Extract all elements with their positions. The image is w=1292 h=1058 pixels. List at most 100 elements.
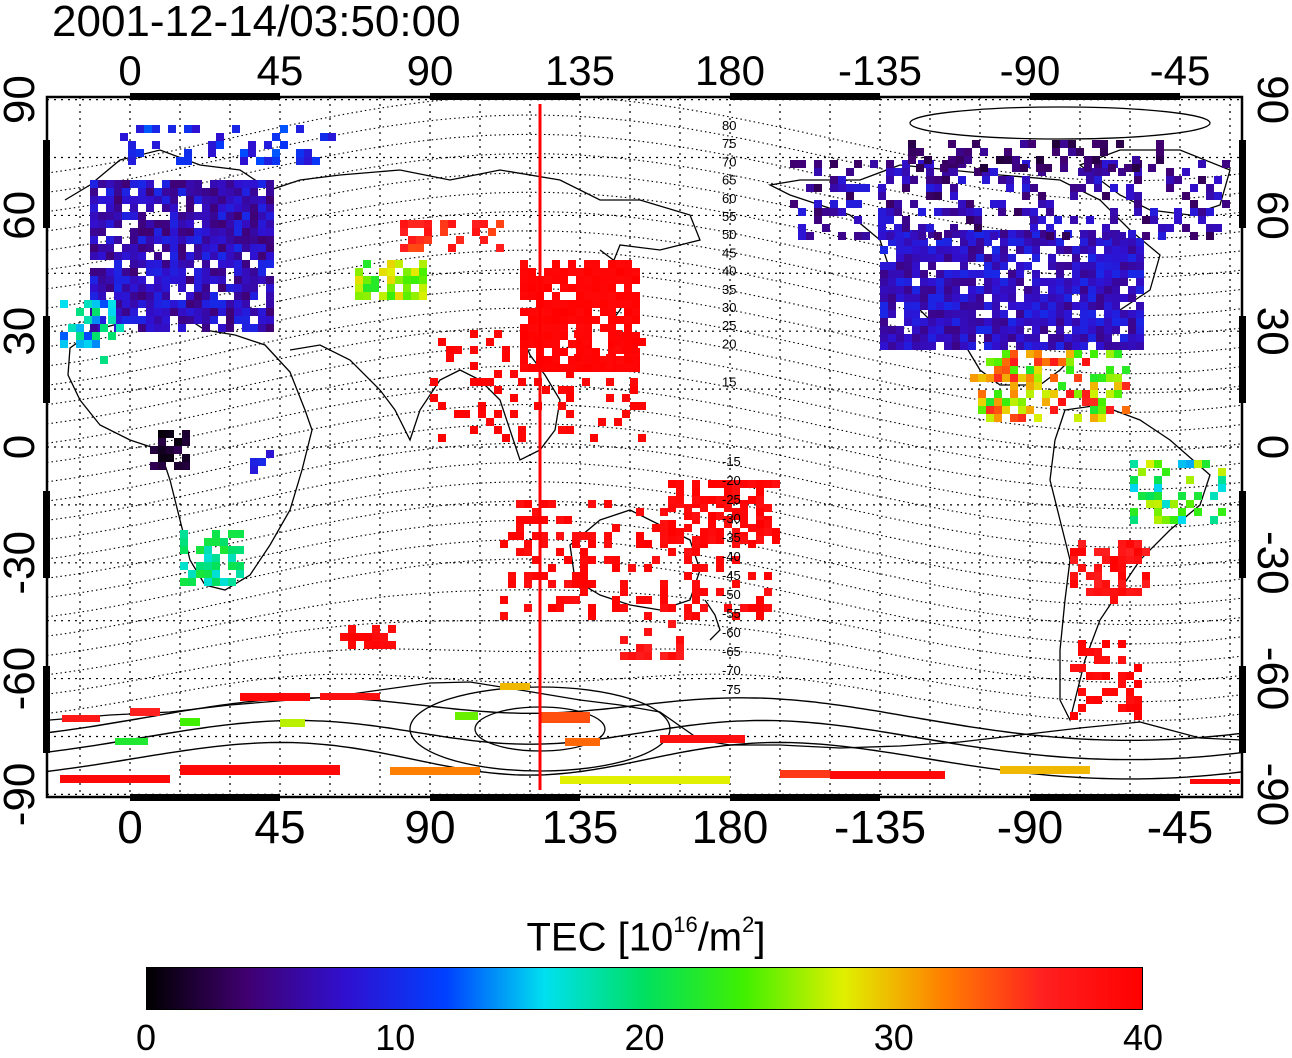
tec-cell [496,220,504,228]
tec-cell [616,364,624,372]
tec-cell [1008,238,1016,246]
tec-cell [186,276,194,284]
tec-cell [1112,302,1120,310]
contour-label: -65 [722,644,741,659]
tec-cell [234,292,242,300]
tec-cell [924,156,932,164]
tec-cell [98,252,106,260]
tec-cell [1058,398,1066,406]
tec-cell [1174,216,1182,224]
tec-cell [548,564,556,572]
tec-cell [186,308,194,316]
tec-cell [122,244,130,252]
frame-bar [43,666,50,753]
tec-cell [1110,184,1118,192]
tec-cell [556,548,564,556]
tec-cell [992,262,1000,270]
tec-cell [600,268,608,276]
tec-cell [226,260,234,268]
tec-cell [516,500,524,508]
tec-cell [912,238,920,246]
tec-cell [1072,326,1080,334]
tec-cell [572,572,580,580]
tec-cell [387,284,395,292]
tec-cell [403,284,411,292]
tec-cell [1096,294,1104,302]
tec-cell [242,204,250,212]
tec-cell [1056,238,1064,246]
tec-cell [1052,140,1060,148]
tec-cell [1024,302,1032,310]
tec-cell [1182,224,1190,232]
tec-cell [210,188,218,196]
contour-label: -45 [722,568,741,583]
tec-cell [158,454,166,462]
tec-cell [920,334,928,342]
tec-cell [98,244,106,252]
tec-cell [568,260,576,268]
tec-cell [186,316,194,324]
tec-cell [500,540,508,548]
tec-cell [1146,492,1154,500]
tec-cell [608,276,616,284]
tec-cell [1044,164,1052,172]
tec-cell [178,212,186,220]
tec-cell [838,176,846,184]
tec-cell [912,286,920,294]
tec-cell [1116,140,1124,148]
left-latitude-ticks: 9060300-30-60-90 [0,75,44,826]
tec-cell [1048,262,1056,270]
tec-cell [732,488,740,496]
tec-cell [266,450,274,458]
tec-cell [1016,310,1024,318]
tec-cell [162,204,170,212]
tec-cell [976,254,984,262]
tec-cell [606,362,614,370]
tec-cell [242,212,250,220]
tec-cell [854,200,862,208]
tec-cell [1146,500,1154,508]
tec-cell [372,625,380,633]
tec-cell [854,160,862,168]
tec-cell [218,180,226,188]
tec-cell [440,228,448,236]
tec-cell [90,196,98,204]
tec-cell [912,294,920,302]
tec-cell [1148,164,1156,172]
tec-cell [700,528,708,536]
tec-cell [532,572,540,580]
tec-cell [411,268,419,276]
tec-cell [106,220,114,228]
tec-cell [1096,254,1104,262]
tec-cell [1120,278,1128,286]
tec-cell [162,276,170,284]
tec-cell [748,480,756,488]
tec-cell [1090,350,1098,358]
tec-cell [1088,238,1096,246]
tec-cell [242,188,250,196]
tec-cell [1056,342,1064,350]
tec-cell [854,184,862,192]
tec-cell [258,268,266,276]
tec-cell [138,236,146,244]
tec-cell [180,530,188,538]
tec-cell [1112,238,1120,246]
tec-cell [1182,192,1190,200]
tec-cell [1114,350,1122,358]
tec-cell [994,374,1002,382]
tec-cell [1010,358,1018,366]
tec-cell [228,562,236,570]
tec-cell [624,308,632,316]
tec-cell [510,410,518,418]
tec-cell [830,160,838,168]
tec-cell [1104,310,1112,318]
tec-cell [548,604,556,612]
tec-cell [608,292,616,300]
tec-cell [419,260,427,268]
tec-cell [470,330,478,338]
mlat-contour [46,719,1242,761]
tec-cell [122,180,130,188]
tec-cell [1102,232,1110,240]
tec-cell [1166,224,1174,232]
tec-cell [592,284,600,292]
